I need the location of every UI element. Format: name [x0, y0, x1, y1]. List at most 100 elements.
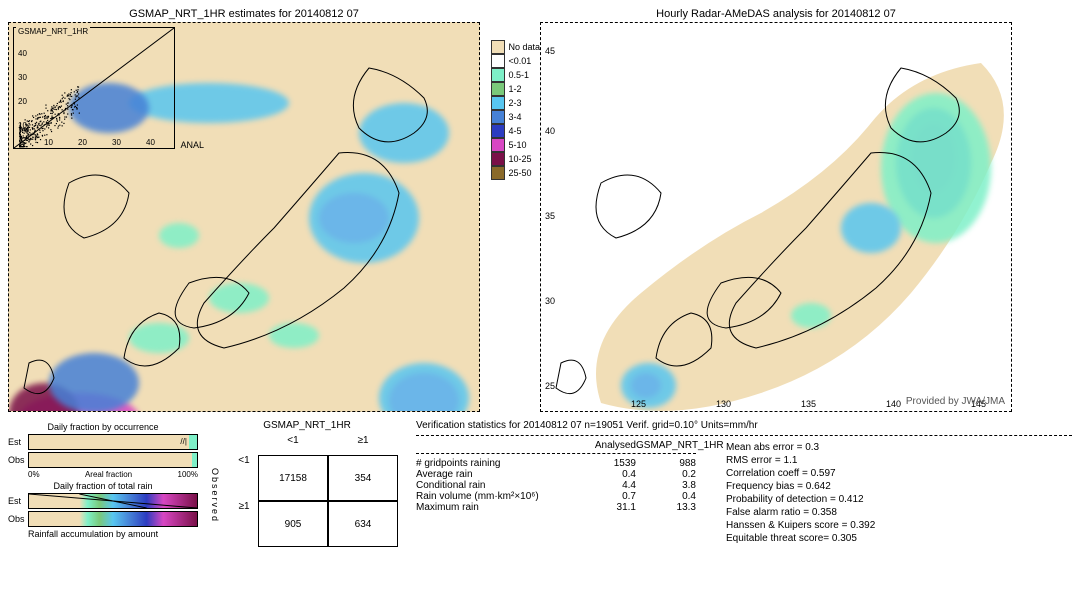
- legend-swatch: [491, 138, 505, 152]
- stats-metric: RMS error = 1.1: [726, 455, 875, 466]
- color-legend: No data <0.01 0.5-1 1-2 2-3 3-4 4-5 5-10 10-25 25…: [491, 40, 540, 180]
- ct-cell-01: 354: [328, 455, 398, 501]
- lat-tick: 45: [545, 46, 555, 56]
- svg-text:40: 40: [18, 49, 27, 58]
- legend-swatch: [491, 54, 505, 68]
- stats-table: Analysed GSMAP_NRT_1HR # gridpoints rain…: [416, 440, 696, 546]
- stats-metrics: Mean abs error = 0.3 RMS error = 1.1 Corre…: [726, 440, 875, 546]
- svg-text:20: 20: [18, 97, 27, 106]
- accum-title: Rainfall accumulation by amount: [28, 529, 198, 539]
- totalrain-title: Daily fraction of total rain: [8, 481, 198, 491]
- legend-label: No data: [508, 42, 540, 52]
- ct-cell-00: 17158: [258, 455, 328, 501]
- radar-map: 125 130 135 140 145 25 30 35 40 45 Provi…: [540, 22, 1012, 412]
- provided-label: Provided by JWA/JMA: [906, 396, 1005, 407]
- legend-swatch: [491, 82, 505, 96]
- stats-row: Average rain0.40.2: [416, 469, 696, 480]
- axis-0: 0%: [28, 470, 40, 479]
- lon-tick: 135: [801, 399, 816, 409]
- legend-item: 25-50: [491, 166, 540, 180]
- stats-row: Rain volume (mm·km²×10⁶)0.70.4: [416, 491, 696, 502]
- legend-swatch: [491, 166, 505, 180]
- svg-text:10: 10: [44, 138, 53, 147]
- stats-metric: Frequency bias = 0.642: [726, 481, 875, 492]
- gsmap-map: GSMAP_NRT_1HR 40 30 20 10 10 20 30 40 AN…: [8, 22, 480, 412]
- contingency-grid: <1 ≥1 <1 17158 354 ≥1 905 634: [230, 435, 402, 547]
- stats-row: Maximum rain31.113.3: [416, 502, 696, 513]
- axis-100: 100%: [178, 470, 198, 479]
- legend-swatch: [491, 96, 505, 110]
- observed-side-label: Observed: [210, 468, 220, 523]
- stats-row: # gridpoints raining1539988: [416, 458, 696, 469]
- stats-metric: Hanssen & Kuipers score = 0.392: [726, 520, 875, 531]
- radar-map-title: Hourly Radar-AMeDAS analysis for 2014081…: [540, 8, 1012, 20]
- legend-label: 1-2: [508, 84, 521, 94]
- legend-label: <0.01: [508, 56, 531, 66]
- contingency-panel: Observed GSMAP_NRT_1HR <1 ≥1 <1 17158 35…: [212, 420, 402, 547]
- legend-item: <0.01: [491, 54, 540, 68]
- stats-panel: Verification statistics for 20140812 07 …: [416, 420, 1072, 547]
- legend-label: 10-25: [508, 154, 531, 164]
- gsmap-map-title: GSMAP_NRT_1HR estimates for 20140812 07: [8, 8, 480, 20]
- stats-metric: Equitable threat score= 0.305: [726, 533, 875, 544]
- legend-item: 2-3: [491, 96, 540, 110]
- legend-swatch: [491, 68, 505, 82]
- stats-metric: Correlation coeff = 0.597: [726, 468, 875, 479]
- stats-metric: False alarm ratio = 0.358: [726, 507, 875, 518]
- est-totalrain-bar: [28, 493, 198, 509]
- legend-label: 5-10: [508, 140, 526, 150]
- lat-tick: 25: [545, 381, 555, 391]
- legend-swatch: [491, 110, 505, 124]
- ct-row-1: ≥1: [230, 501, 258, 547]
- legend-item: 1-2: [491, 82, 540, 96]
- legend-item: 10-25: [491, 152, 540, 166]
- gsmap-map-panel: GSMAP_NRT_1HR estimates for 20140812 07 …: [8, 8, 480, 412]
- obs-label: Obs: [8, 455, 28, 465]
- legend-label: 4-5: [508, 126, 521, 136]
- ct-cell-10: 905: [258, 501, 328, 547]
- svg-text:30: 30: [18, 73, 27, 82]
- svg-text:20: 20: [78, 138, 87, 147]
- est-label: Est: [8, 437, 28, 447]
- stats-header: Verification statistics for 20140812 07 …: [416, 420, 1072, 431]
- legend-item: 3-4: [491, 110, 540, 124]
- coastline-right: [541, 23, 1011, 411]
- stats-metric: Probability of detection = 0.412: [726, 494, 875, 505]
- svg-text:40: 40: [146, 138, 155, 147]
- ct-col-1: ≥1: [328, 435, 398, 455]
- legend-item: No data: [491, 40, 540, 54]
- obs-totalrain-bar: [28, 511, 198, 527]
- occurrence-title: Daily fraction by occurrence: [8, 422, 198, 432]
- stats-col-analysed: Analysed: [576, 440, 636, 451]
- legend-item: 5-10: [491, 138, 540, 152]
- ct-col-0: <1: [258, 435, 328, 455]
- legend-item: 4-5: [491, 124, 540, 138]
- legend-label: 3-4: [508, 112, 521, 122]
- legend-item: 0.5-1: [491, 68, 540, 82]
- lon-tick: 140: [886, 399, 901, 409]
- legend-label: 0.5-1: [508, 70, 529, 80]
- lon-tick: 125: [631, 399, 646, 409]
- inset-anal-label: ANAL: [180, 140, 204, 150]
- axis-mid: Areal fraction: [85, 470, 132, 479]
- fraction-panel: Daily fraction by occurrence Est //| Obs…: [8, 420, 198, 547]
- contingency-title: GSMAP_NRT_1HR: [212, 420, 402, 431]
- svg-text:30: 30: [112, 138, 121, 147]
- lat-tick: 40: [545, 126, 555, 136]
- legend-swatch: [491, 152, 505, 166]
- scatter-inset: GSMAP_NRT_1HR 40 30 20 10 10 20 30 40 AN…: [13, 27, 175, 149]
- lat-tick: 35: [545, 211, 555, 221]
- lon-tick: 130: [716, 399, 731, 409]
- legend-swatch: [491, 40, 505, 54]
- est-occurrence-bar: //|: [28, 434, 198, 450]
- legend-swatch: [491, 124, 505, 138]
- legend-label: 2-3: [508, 98, 521, 108]
- stats-metric: Mean abs error = 0.3: [726, 442, 875, 453]
- radar-map-panel: Hourly Radar-AMeDAS analysis for 2014081…: [540, 8, 1012, 412]
- stats-col-gsmap: GSMAP_NRT_1HR: [636, 440, 696, 451]
- ct-cell-11: 634: [328, 501, 398, 547]
- ct-row-0: <1: [230, 455, 258, 501]
- legend-label: 25-50: [508, 168, 531, 178]
- lat-tick: 30: [545, 296, 555, 306]
- svg-text:10: 10: [18, 121, 27, 130]
